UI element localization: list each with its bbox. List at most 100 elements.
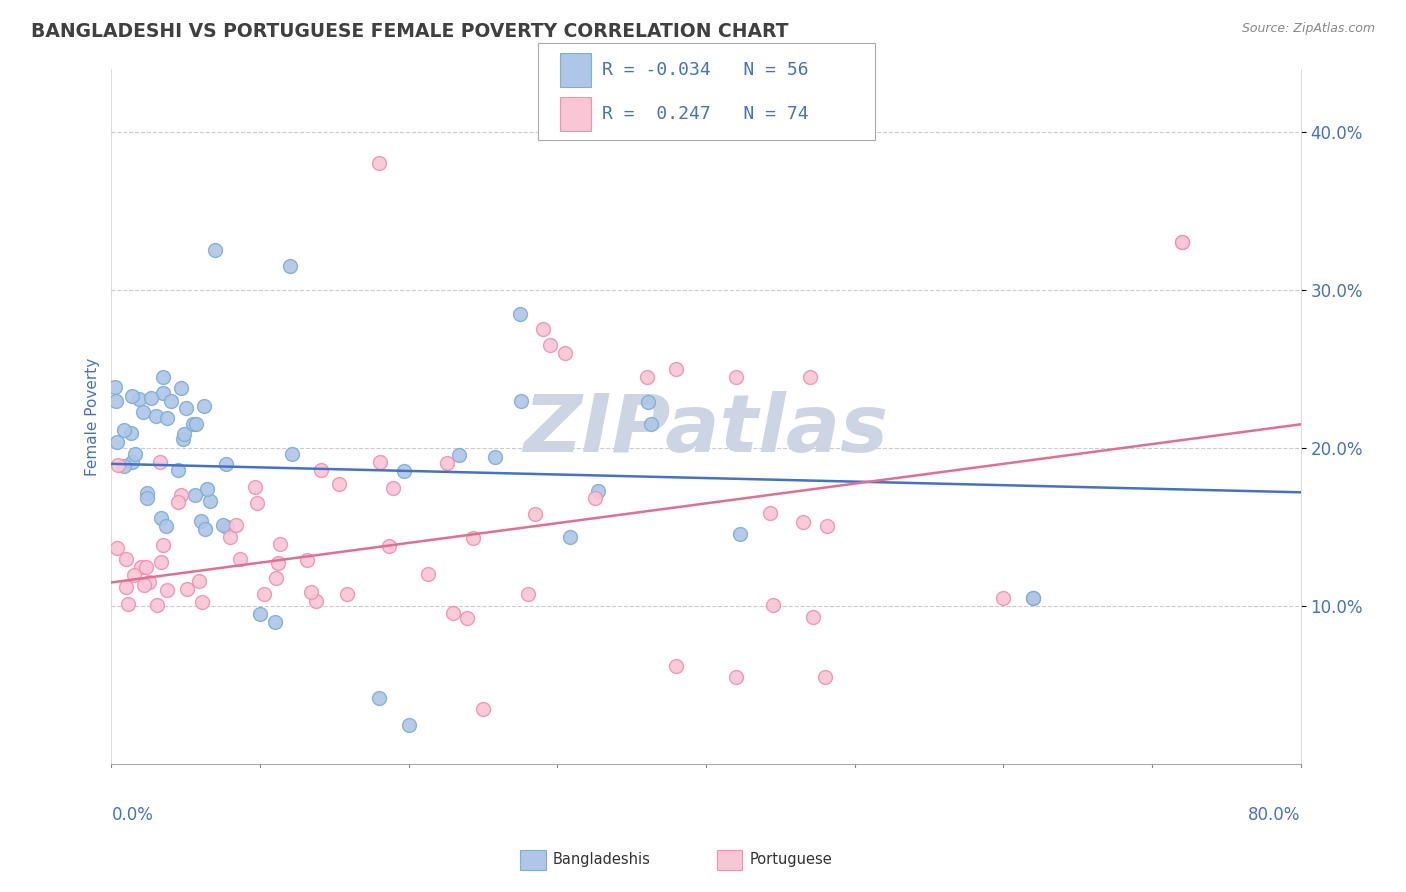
Point xyxy=(104,380,127,394)
Point xyxy=(382,481,405,495)
Text: R = -0.034   N = 56: R = -0.034 N = 56 xyxy=(602,61,808,78)
Point xyxy=(510,394,533,409)
Y-axis label: Female Poverty: Female Poverty xyxy=(86,358,100,475)
Point xyxy=(229,552,252,566)
Point xyxy=(728,526,751,541)
Text: 80.0%: 80.0% xyxy=(1249,806,1301,824)
Point xyxy=(149,455,172,469)
Point xyxy=(801,610,824,624)
Point xyxy=(1022,591,1045,606)
Point xyxy=(583,491,606,506)
Point xyxy=(129,559,152,574)
Point xyxy=(264,571,287,585)
Point xyxy=(217,520,239,534)
Point xyxy=(295,552,318,566)
Point xyxy=(173,426,195,441)
Point xyxy=(170,381,193,395)
Point xyxy=(156,582,179,597)
Point xyxy=(246,496,269,510)
Point xyxy=(792,515,814,529)
Text: R =  0.247   N = 74: R = 0.247 N = 74 xyxy=(602,105,808,123)
Point xyxy=(200,493,222,508)
Point xyxy=(762,598,785,612)
Point xyxy=(115,580,138,594)
Point xyxy=(993,591,1015,606)
Point xyxy=(128,392,150,406)
Point xyxy=(193,399,215,413)
Text: Bangladeshis: Bangladeshis xyxy=(553,853,651,867)
Point xyxy=(281,447,304,461)
Point xyxy=(418,566,440,581)
Point xyxy=(436,456,458,470)
Point xyxy=(184,488,207,502)
Point xyxy=(758,506,780,520)
Point xyxy=(249,607,271,621)
Point xyxy=(170,488,193,502)
Point xyxy=(665,362,688,376)
Text: Source: ZipAtlas.com: Source: ZipAtlas.com xyxy=(1241,22,1375,36)
Point xyxy=(309,463,332,477)
Point xyxy=(799,369,821,384)
Point xyxy=(368,156,391,170)
Point xyxy=(724,369,747,384)
Point xyxy=(225,518,247,533)
Point xyxy=(138,575,160,590)
Point xyxy=(152,369,174,384)
Point xyxy=(166,462,188,476)
Point xyxy=(132,405,155,419)
Point xyxy=(195,482,218,496)
Point xyxy=(1022,591,1045,606)
Point xyxy=(112,424,135,438)
Point xyxy=(134,578,156,592)
Point xyxy=(269,537,291,551)
Text: 0.0%: 0.0% xyxy=(111,806,153,824)
Point xyxy=(392,464,415,478)
Point xyxy=(640,417,662,431)
Point xyxy=(636,369,658,384)
Point xyxy=(524,508,547,522)
Point xyxy=(368,455,391,469)
Point xyxy=(172,432,194,446)
Point xyxy=(112,458,135,473)
Point xyxy=(219,530,242,544)
Point xyxy=(188,574,211,588)
Point xyxy=(145,409,167,424)
Point xyxy=(472,702,495,716)
Point xyxy=(368,690,391,705)
Point xyxy=(299,584,322,599)
Point xyxy=(107,458,129,472)
Point xyxy=(152,538,174,552)
Point xyxy=(336,587,359,601)
Point xyxy=(267,556,290,570)
Point xyxy=(278,259,301,273)
Point xyxy=(554,346,576,360)
Point xyxy=(398,717,420,731)
Point xyxy=(136,491,159,505)
Point xyxy=(190,514,212,528)
Point xyxy=(449,448,471,462)
Point xyxy=(253,587,276,601)
Point xyxy=(814,670,837,684)
Text: ZIPatlas: ZIPatlas xyxy=(523,392,889,469)
Point xyxy=(243,480,266,494)
Point xyxy=(665,659,688,673)
Point xyxy=(150,555,173,569)
Point xyxy=(305,594,328,608)
Point xyxy=(121,388,143,402)
Point xyxy=(139,391,162,405)
Point xyxy=(120,426,142,441)
Point xyxy=(441,606,464,620)
Point xyxy=(531,322,554,336)
Point xyxy=(1170,235,1192,250)
Point xyxy=(724,670,747,684)
Point xyxy=(160,393,183,408)
Point xyxy=(152,385,174,400)
Point xyxy=(194,522,217,536)
Point xyxy=(484,450,506,464)
Point xyxy=(461,531,484,545)
Point xyxy=(105,541,128,555)
Point xyxy=(115,551,138,566)
Point xyxy=(509,307,531,321)
Point xyxy=(328,476,350,491)
Point xyxy=(538,338,561,352)
